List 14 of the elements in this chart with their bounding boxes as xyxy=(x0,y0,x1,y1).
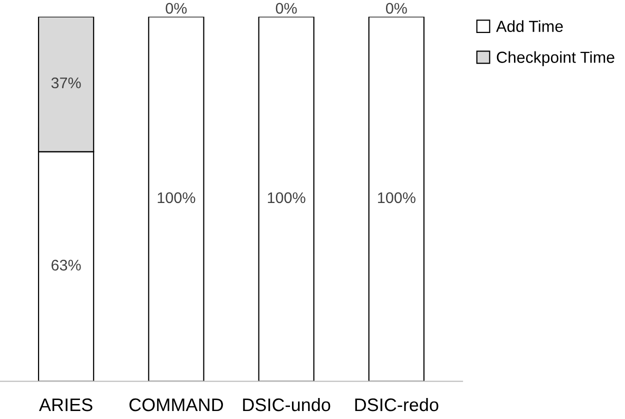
data-label: 0% xyxy=(166,2,187,14)
data-label: 100% xyxy=(158,192,196,204)
data-label: 37% xyxy=(51,77,81,88)
x-tick-label: COMMAND xyxy=(129,398,223,412)
data-label: 0% xyxy=(386,2,407,14)
legend-label: Add Time xyxy=(496,20,563,32)
x-tick-label: DSIC-redo xyxy=(355,398,438,412)
legend-label: Checkpoint Time xyxy=(496,51,614,66)
data-label: 63% xyxy=(52,260,81,271)
data-label: 100% xyxy=(378,192,416,204)
x-tick-label: DSIC-undo xyxy=(243,398,330,412)
x-tick-label: ARIES xyxy=(39,398,92,412)
data-label: 100% xyxy=(268,192,306,204)
data-label: 0% xyxy=(276,2,297,14)
